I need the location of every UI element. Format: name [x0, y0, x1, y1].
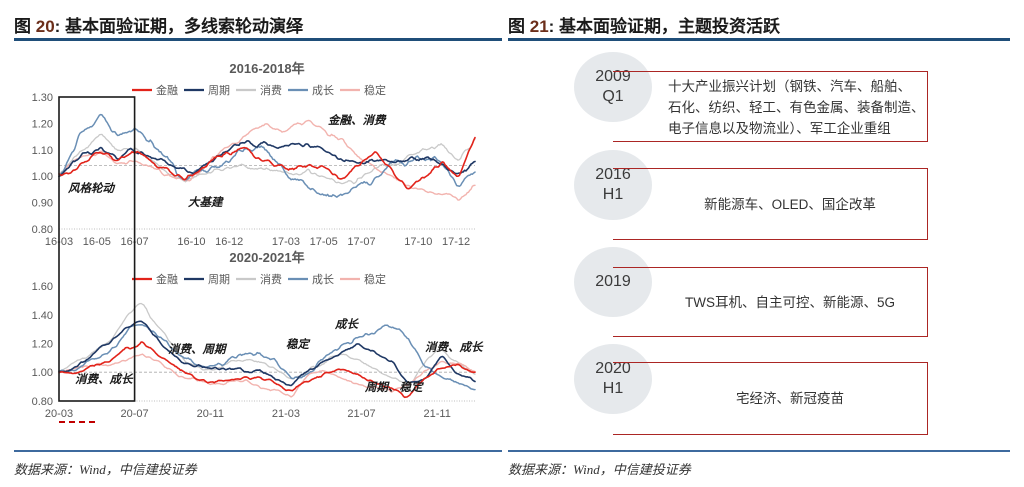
svg-text:1.00: 1.00	[32, 171, 53, 183]
svg-text:大基建: 大基建	[188, 196, 224, 209]
svg-text:消费、成长: 消费、成长	[425, 341, 484, 354]
svg-text:20-07: 20-07	[121, 408, 149, 420]
svg-text:1.30: 1.30	[32, 92, 53, 104]
svg-text:20-03: 20-03	[45, 408, 73, 420]
svg-text:2020-2021年: 2020-2021年	[229, 250, 304, 265]
svg-text:17-03: 17-03	[272, 236, 300, 248]
svg-text:21-11: 21-11	[424, 408, 451, 420]
svg-text:成长: 成长	[312, 273, 334, 286]
svg-text:成长: 成长	[312, 84, 334, 97]
svg-text:稳定: 稳定	[364, 83, 386, 97]
svg-text:金融: 金融	[156, 83, 178, 97]
svg-text:1.40: 1.40	[32, 310, 53, 322]
svg-text:周期: 周期	[208, 84, 230, 97]
svg-text:成长: 成长	[334, 318, 359, 331]
svg-text:消费、周期: 消费、周期	[168, 343, 228, 356]
svg-text:风格轮动: 风格轮动	[67, 182, 115, 195]
svg-text:17-12: 17-12	[442, 236, 470, 248]
svg-text:16-05: 16-05	[83, 236, 111, 248]
svg-text:21-07: 21-07	[347, 408, 375, 420]
svg-text:消费: 消费	[260, 272, 282, 286]
svg-text:稳定: 稳定	[364, 272, 386, 286]
svg-text:消费、成长: 消费、成长	[75, 373, 134, 386]
svg-text:0.80: 0.80	[32, 396, 53, 408]
svg-text:金融、消费: 金融、消费	[328, 113, 387, 127]
svg-text:周期: 周期	[208, 273, 230, 286]
svg-text:20-11: 20-11	[197, 408, 224, 420]
svg-text:2016-2018年: 2016-2018年	[229, 61, 304, 76]
svg-text:1.00: 1.00	[32, 367, 53, 379]
svg-text:1.20: 1.20	[32, 118, 53, 130]
svg-text:1.10: 1.10	[32, 145, 53, 157]
svg-text:17-05: 17-05	[310, 236, 338, 248]
svg-text:17-10: 17-10	[404, 236, 432, 248]
svg-text:0.90: 0.90	[32, 198, 53, 210]
svg-text:消费: 消费	[260, 83, 282, 97]
svg-text:16-10: 16-10	[177, 236, 205, 248]
svg-text:17-07: 17-07	[347, 236, 375, 248]
svg-text:周期、稳定: 周期、稳定	[364, 380, 424, 394]
svg-text:16-12: 16-12	[215, 236, 243, 248]
svg-text:1.20: 1.20	[32, 339, 53, 351]
svg-text:金融: 金融	[156, 272, 178, 286]
svg-text:稳定: 稳定	[286, 337, 310, 351]
svg-text:0.80: 0.80	[32, 224, 53, 236]
svg-text:1.60: 1.60	[32, 281, 53, 293]
svg-text:21-03: 21-03	[272, 408, 300, 420]
